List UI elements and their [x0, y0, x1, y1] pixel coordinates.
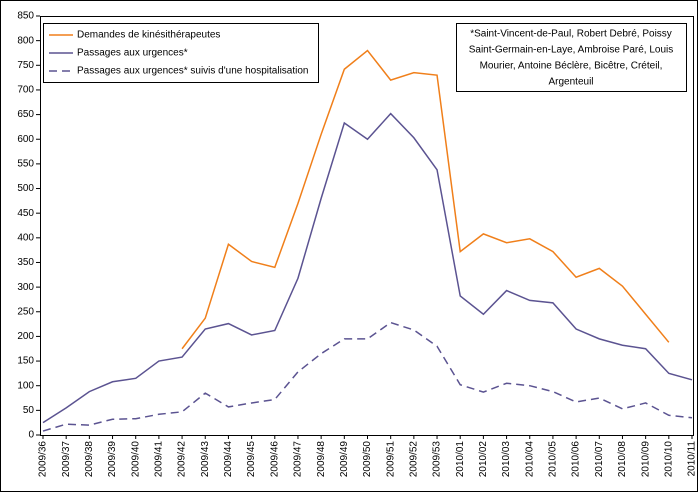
y-tick-label: 800	[17, 35, 34, 46]
annotation-line: Saint-Germain-en-Laye, Ambroise Paré, Lo…	[469, 45, 674, 56]
annotation-line: Argenteuil	[548, 77, 593, 88]
series-line	[42, 112, 693, 424]
x-tick-label: 2010/04	[524, 441, 535, 478]
y-tick-label: 150	[17, 356, 34, 367]
y-tick-label: 400	[17, 232, 34, 243]
legend-label: Passages aux urgences*	[77, 48, 188, 59]
legend-label: Demandes de kinésithérapeutes	[77, 30, 220, 41]
x-tick-label: 2009/45	[246, 441, 257, 478]
y-tick-label: 500	[17, 183, 34, 194]
x-tick-label: 2009/47	[293, 441, 304, 478]
x-tick-label: 2009/52	[408, 441, 419, 478]
y-tick-label: 850	[17, 11, 34, 22]
x-tick-label: 2010/07	[594, 441, 605, 478]
y-tick-label: 300	[17, 282, 34, 293]
x-tick-label: 2010/06	[571, 441, 582, 478]
annotation-line: *Saint-Vincent-de-Paul, Robert Debré, Po…	[470, 29, 672, 40]
x-tick-label: 2009/36	[38, 441, 49, 478]
x-tick-label: 2010/11	[687, 441, 698, 477]
x-tick-label: 2009/46	[269, 441, 280, 478]
y-tick-label: 50	[23, 405, 35, 416]
x-tick-label: 2009/38	[84, 441, 95, 478]
x-tick-label: 2009/49	[339, 441, 350, 478]
y-tick-label: 650	[17, 109, 34, 120]
y-tick-label: 200	[17, 331, 34, 342]
x-tick-label: 2009/43	[200, 441, 211, 478]
x-tick-label: 2009/41	[154, 441, 165, 478]
legend-label: Passages aux urgences* suivis d'une hosp…	[77, 66, 309, 77]
x-tick-label: 2010/03	[501, 441, 512, 478]
x-tick-label: 2009/53	[432, 441, 443, 478]
annotation-line: Mourier, Antoine Béclère, Bicêtre, Créte…	[480, 61, 663, 72]
y-tick-label: 750	[17, 60, 34, 71]
y-tick-label: 450	[17, 208, 34, 219]
y-tick-label: 100	[17, 380, 34, 391]
series-line	[42, 321, 693, 432]
x-tick-label: 2010/08	[617, 441, 628, 478]
annotation-box	[456, 23, 687, 92]
y-tick-label: 250	[17, 306, 34, 317]
series-line	[181, 49, 670, 350]
x-tick-label: 2009/48	[316, 441, 327, 478]
y-tick-label: 0	[28, 430, 34, 441]
x-tick-label: 2010/05	[548, 441, 559, 478]
x-tick-label: 2010/02	[478, 441, 489, 478]
x-tick-label: 2009/42	[177, 441, 188, 478]
y-tick-label: 600	[17, 134, 34, 145]
y-tick-label: 350	[17, 257, 34, 268]
x-tick-label: 2009/40	[130, 441, 141, 478]
x-tick-label: 2009/39	[107, 441, 118, 478]
y-tick-label: 700	[17, 85, 34, 96]
x-tick-label: 2010/10	[663, 441, 674, 478]
x-tick-label: 2009/44	[223, 441, 234, 478]
y-tick-label: 550	[17, 159, 34, 170]
x-tick-label: 2009/50	[362, 441, 373, 478]
x-tick-label: 2009/37	[61, 441, 72, 478]
x-tick-label: 2009/51	[385, 441, 396, 478]
legend-box	[43, 23, 319, 83]
x-tick-label: 2010/09	[640, 441, 651, 478]
x-tick-label: 2010/01	[455, 441, 466, 478]
